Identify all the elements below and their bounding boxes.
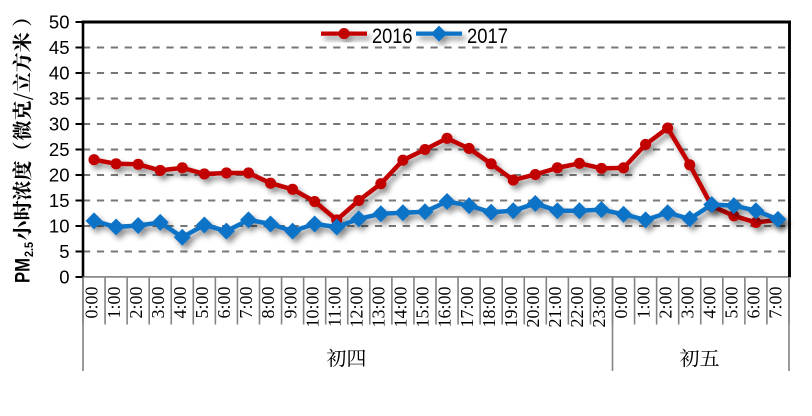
svg-text:2:00: 2:00 xyxy=(655,287,675,319)
svg-text:6:00: 6:00 xyxy=(214,287,234,319)
svg-text:0:00: 0:00 xyxy=(82,287,102,319)
svg-text:30: 30 xyxy=(49,114,70,135)
svg-text:5:00: 5:00 xyxy=(192,287,212,319)
svg-text:2.5: 2.5 xyxy=(24,241,36,257)
svg-text:13:00: 13:00 xyxy=(369,287,389,328)
svg-text:40: 40 xyxy=(49,63,70,84)
svg-text:PM: PM xyxy=(12,258,35,283)
svg-text:5:00: 5:00 xyxy=(722,287,742,319)
svg-text:25: 25 xyxy=(49,139,70,160)
svg-text:10: 10 xyxy=(49,216,70,237)
svg-text:6:00: 6:00 xyxy=(744,287,764,319)
svg-text:9:00: 9:00 xyxy=(280,287,300,319)
svg-text:45: 45 xyxy=(49,37,70,58)
svg-text:7:00: 7:00 xyxy=(766,287,786,319)
svg-text:0:00: 0:00 xyxy=(611,287,631,319)
svg-text:1:00: 1:00 xyxy=(633,287,653,319)
svg-text:23:00: 23:00 xyxy=(589,287,609,328)
svg-text:4:00: 4:00 xyxy=(699,287,719,319)
svg-text:21:00: 21:00 xyxy=(545,287,565,328)
svg-text:50: 50 xyxy=(49,12,70,33)
svg-text:17:00: 17:00 xyxy=(457,287,477,328)
svg-text:35: 35 xyxy=(49,88,70,109)
svg-text:20:00: 20:00 xyxy=(523,287,543,328)
svg-text:14:00: 14:00 xyxy=(391,287,411,328)
svg-text:12:00: 12:00 xyxy=(346,287,366,328)
svg-text:19:00: 19:00 xyxy=(501,287,521,328)
svg-text:15:00: 15:00 xyxy=(413,287,433,328)
svg-text:1:00: 1:00 xyxy=(104,287,124,319)
svg-text:8:00: 8:00 xyxy=(258,287,278,319)
svg-text:5: 5 xyxy=(59,241,69,262)
svg-text:11:00: 11:00 xyxy=(324,287,344,327)
svg-text:18:00: 18:00 xyxy=(479,287,499,328)
svg-text:3:00: 3:00 xyxy=(148,287,168,319)
svg-text:4:00: 4:00 xyxy=(170,287,190,319)
svg-text:15: 15 xyxy=(49,190,70,211)
svg-text:16:00: 16:00 xyxy=(435,287,455,328)
svg-text:2:00: 2:00 xyxy=(126,287,146,319)
svg-text:7:00: 7:00 xyxy=(236,287,256,319)
svg-text:20: 20 xyxy=(49,165,70,186)
svg-text:22:00: 22:00 xyxy=(567,287,587,328)
svg-text:2017: 2017 xyxy=(467,24,508,48)
svg-text:10:00: 10:00 xyxy=(302,287,322,328)
svg-text:2016: 2016 xyxy=(372,24,413,48)
svg-text:0: 0 xyxy=(59,267,69,288)
svg-text:3:00: 3:00 xyxy=(677,287,697,319)
